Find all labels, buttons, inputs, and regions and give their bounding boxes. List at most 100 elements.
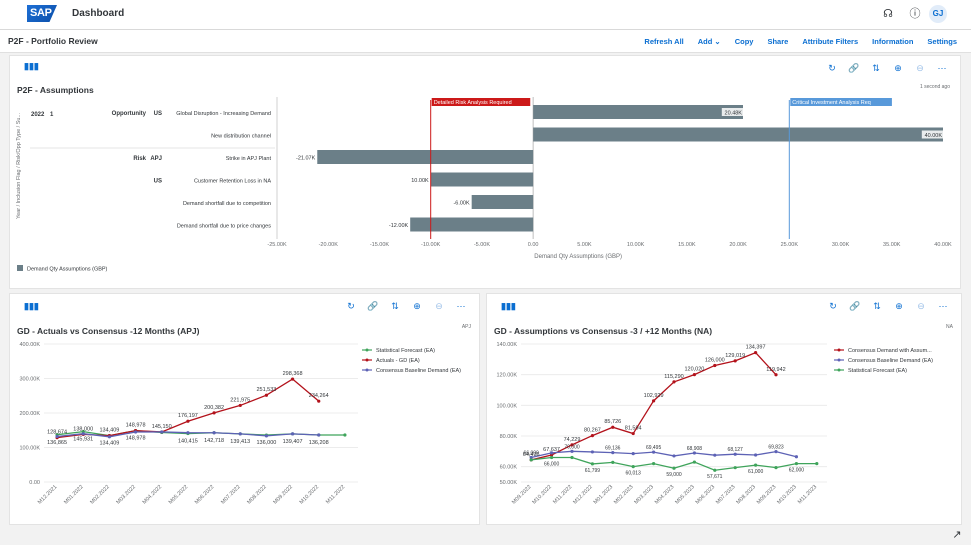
help-icon[interactable]: ⓘ xyxy=(909,8,921,20)
data-point xyxy=(81,432,85,436)
fullscreen-icon[interactable]: ↗ xyxy=(952,529,962,541)
data-label: 200,382 xyxy=(204,405,224,411)
y-tick-label: 100.00K xyxy=(20,446,41,452)
data-point xyxy=(570,455,574,460)
data-point xyxy=(107,435,112,439)
region-note: NA xyxy=(946,324,953,330)
data-point xyxy=(611,451,615,455)
data-label: 140,415 xyxy=(178,439,198,445)
data-point xyxy=(774,465,778,470)
data-label: 68,908 xyxy=(687,446,703,452)
data-point xyxy=(343,433,347,437)
link-icon[interactable]: 🔗 xyxy=(367,301,379,311)
zoom-out-icon[interactable]: ⊖ xyxy=(916,63,924,73)
reference-label-bg xyxy=(790,98,892,106)
data-label: 136,865 xyxy=(47,440,67,446)
chart-type-icon[interactable]: ▮▮▮ xyxy=(24,61,39,71)
data-label: 74,229 xyxy=(564,437,581,443)
data-label: 139,407 xyxy=(283,439,303,445)
chart-type-icon[interactable]: ▮▮▮ xyxy=(24,301,39,311)
data-label: 68,127 xyxy=(728,447,744,453)
refresh-icon[interactable]: ↻ xyxy=(828,63,836,73)
data-label: 234,264 xyxy=(309,393,329,399)
data-point xyxy=(692,460,696,464)
link-icon[interactable]: 🔗 xyxy=(848,63,860,73)
settings-button[interactable]: Settings xyxy=(927,37,957,46)
x-tick-label: M10.2023 xyxy=(776,484,798,506)
data-point xyxy=(631,431,635,436)
data-label: 148,978 xyxy=(126,423,146,429)
information-button[interactable]: Information xyxy=(872,37,914,46)
x-tick-label: 35.00K xyxy=(883,242,901,248)
share-button[interactable]: Share xyxy=(767,37,789,46)
chart-type-icon[interactable]: ▮▮▮ xyxy=(501,301,516,311)
data-label: 67,637 xyxy=(543,447,560,453)
data-label: 139,413 xyxy=(230,439,250,445)
x-tick-label: -5.00K xyxy=(474,242,491,248)
add-button[interactable]: Add ⌄ xyxy=(697,37,721,46)
data-point xyxy=(133,430,138,434)
swap-icon[interactable]: ⇅ xyxy=(391,301,399,311)
y-tick-label: 400.00K xyxy=(20,342,41,348)
reference-label: Detailed Risk Analysis Required xyxy=(434,100,512,106)
row-label: Strike in APJ Plant xyxy=(226,156,272,162)
data-label: 102,929 xyxy=(644,393,664,399)
data-label: 126,000 xyxy=(705,357,725,363)
sap-logo[interactable]: SAP xyxy=(27,5,57,22)
data-label: 128,674 xyxy=(47,430,67,436)
x-tick-label: M09.2022 xyxy=(272,484,294,506)
more-icon[interactable]: ⋯ xyxy=(456,301,466,311)
swap-icon[interactable]: ⇅ xyxy=(872,63,880,73)
data-label: 20.48K xyxy=(725,111,743,117)
zoom-in-icon[interactable]: ⊕ xyxy=(895,301,903,311)
x-tick-label: -25.00K xyxy=(267,242,287,248)
more-icon[interactable]: ⋯ xyxy=(938,301,948,311)
x-tick-label: M01.2023 xyxy=(593,484,615,506)
zoom-out-icon[interactable]: ⊖ xyxy=(435,301,443,311)
zoom-in-icon[interactable]: ⊕ xyxy=(413,301,421,311)
avatar[interactable]: GJ xyxy=(929,5,947,23)
copy-button[interactable]: Copy xyxy=(734,37,754,46)
x-tick-label: M10.2022 xyxy=(299,484,321,506)
data-label: 221,975 xyxy=(230,397,250,403)
x-tick-label: M07.2022 xyxy=(220,484,242,506)
data-label: 59,000 xyxy=(666,472,682,478)
refresh-icon[interactable]: ↻ xyxy=(829,301,837,311)
data-label: 134,409 xyxy=(99,428,119,434)
shell-bar: SAP Dashboard ☊ ⓘ GJ xyxy=(0,0,971,30)
row-type-label: Risk xyxy=(133,156,146,162)
refresh-all-button[interactable]: Refresh All xyxy=(644,37,684,46)
data-label-bg xyxy=(383,220,410,229)
attribute-filters-button[interactable]: Attribute Filters xyxy=(802,37,859,46)
x-tick-label: M12.2022 xyxy=(572,484,594,506)
card-toolbar: ↻ 🔗 ⇅ ⊕ ⊖ ⋯ xyxy=(827,301,949,312)
headset-icon[interactable]: ☊ xyxy=(883,8,893,20)
zoom-in-icon[interactable]: ⊕ xyxy=(894,63,902,73)
data-label: 61,799 xyxy=(585,468,601,474)
data-label-bg xyxy=(721,108,744,116)
legend-marker xyxy=(837,368,841,372)
data-point xyxy=(713,363,717,368)
series-line xyxy=(531,450,797,459)
data-label: 251,533 xyxy=(256,387,276,393)
row-region-label: US xyxy=(154,111,162,117)
data-label: 69,495 xyxy=(646,445,662,451)
more-icon[interactable]: ⋯ xyxy=(937,63,947,73)
data-point xyxy=(672,466,676,470)
refresh-icon[interactable]: ↻ xyxy=(347,301,355,311)
x-tick-label: M02.2022 xyxy=(89,484,111,506)
data-point xyxy=(713,453,717,457)
data-label: 148,978 xyxy=(126,436,146,442)
toolbar-actions: Refresh All Add ⌄ Copy Share Attribute F… xyxy=(644,37,957,46)
row-label: Demand shortfall due to competition xyxy=(183,201,271,207)
zoom-out-icon[interactable]: ⊖ xyxy=(917,301,925,311)
link-icon[interactable]: 🔗 xyxy=(849,301,861,311)
swap-icon[interactable]: ⇅ xyxy=(873,301,881,311)
x-tick-label: 40.00K xyxy=(934,242,952,248)
y-tick-label: 120.00K xyxy=(497,373,518,379)
data-point xyxy=(186,431,190,435)
data-point xyxy=(672,454,676,458)
data-label: -12.00K xyxy=(389,223,409,229)
legend-marker xyxy=(837,358,841,362)
data-point xyxy=(794,462,798,466)
